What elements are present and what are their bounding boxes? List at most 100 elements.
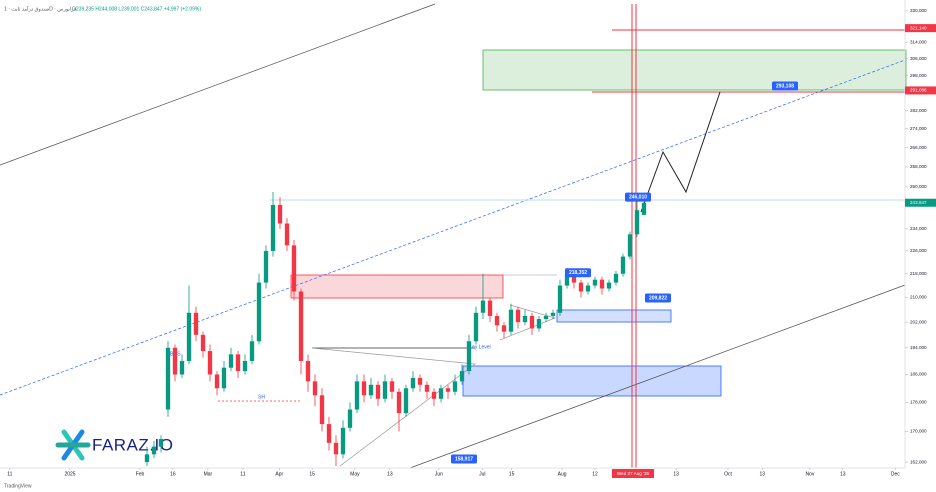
x-tick-label: Feb: [136, 471, 145, 477]
candle: [207, 344, 213, 382]
candle: [249, 334, 255, 365]
candle-body: [256, 282, 262, 342]
price-callout: [451, 454, 477, 464]
candle-body: [228, 354, 234, 368]
candle: [347, 402, 353, 432]
candle-body: [571, 273, 577, 283]
x-tick-label: May: [350, 471, 360, 477]
candle-body: [627, 234, 633, 257]
target-zone: [482, 49, 907, 91]
candle: [389, 377, 395, 399]
candle: [585, 282, 591, 295]
x-tick-label: 15: [309, 471, 315, 477]
y-tick-label: 178,000: [910, 400, 927, 405]
price-callout: [772, 81, 798, 91]
candle-body: [529, 315, 535, 329]
credit: TradingView: [4, 483, 32, 489]
y-tick-label: 250,000: [910, 184, 927, 189]
candle: [333, 435, 339, 467]
candle: [529, 312, 535, 335]
candle-body: [641, 202, 647, 215]
candle: [634, 197, 640, 238]
candle-body: [634, 210, 640, 235]
candle: [417, 374, 423, 392]
candle: [165, 341, 171, 417]
candle-body: [403, 388, 409, 414]
x-tick-label: Aug: [558, 471, 567, 477]
candle-body: [151, 446, 157, 455]
candle: [515, 306, 521, 329]
candle-body: [193, 312, 199, 335]
candle: [494, 312, 500, 332]
candle: [382, 374, 388, 403]
symbol: صندوق درآمد ثابت · 1D · فرابورس: [4, 5, 77, 12]
candle: [641, 202, 647, 216]
ohlc-info: O239,235 H244,008 L239,001 C243,847 +4,9…: [72, 6, 201, 12]
y-tick-label: 234,000: [910, 226, 927, 231]
triangle: [499, 304, 557, 341]
y-tick-label: 306,000: [910, 56, 927, 61]
y-tick-label: 186,000: [910, 372, 927, 377]
y-tick-label: 298,000: [910, 73, 927, 78]
candle-body: [487, 300, 493, 316]
dotted-trend-line: [0, 59, 906, 396]
projection-path: [640, 91, 721, 213]
x-tick-label: Dec: [891, 471, 900, 477]
y-tick-label: 274,000: [910, 126, 927, 131]
candle-body: [291, 245, 297, 292]
candle-body: [207, 351, 213, 375]
candle-body: [466, 341, 472, 372]
demand-zone: [462, 365, 722, 397]
candle-body: [277, 204, 283, 224]
candle-body: [242, 360, 248, 372]
candle-body: [179, 360, 185, 375]
candle: [487, 297, 493, 323]
candle-body: [326, 424, 332, 443]
price-callout-text: 218,352: [569, 270, 587, 276]
price-axis-label-text: 291,086: [910, 88, 927, 93]
candle-body: [389, 381, 395, 392]
x-tick-label: Oct: [724, 471, 732, 477]
demand-zone: [556, 309, 672, 323]
candle-body: [354, 381, 360, 410]
candle: [200, 331, 206, 358]
y-tick-label: 330,000: [910, 8, 927, 13]
candle: [291, 239, 297, 301]
candle: [242, 354, 248, 375]
candle-body: [515, 309, 521, 323]
candle: [319, 388, 325, 432]
candle-body: [214, 374, 220, 389]
candle: [214, 371, 220, 396]
price-callout-text: 209,822: [649, 295, 667, 301]
candle-body: [298, 291, 304, 361]
y-tick-label: 258,000: [910, 164, 927, 169]
y-tick-label: 226,000: [910, 248, 927, 253]
candle: [375, 381, 381, 406]
candle: [277, 197, 283, 229]
candle-body: [592, 279, 598, 286]
candle-body: [165, 347, 171, 410]
candle-body: [312, 381, 318, 396]
candle: [312, 374, 318, 406]
supply-zone: [290, 274, 504, 299]
candle-body: [144, 454, 150, 463]
candle: [599, 276, 605, 295]
candle-body: [564, 273, 570, 286]
candle-body: [235, 354, 241, 372]
candle-body: [557, 285, 563, 313]
candle-body: [319, 395, 325, 425]
y-tick-label: 218,000: [910, 271, 927, 276]
x-tick-label: 2025: [64, 471, 75, 477]
candle-body: [263, 250, 269, 283]
y-tick-label: 266,000: [910, 145, 927, 150]
y-tick-label: 194,000: [910, 345, 927, 350]
candle-body: [382, 381, 388, 399]
x-tick-label: 15: [509, 471, 515, 477]
candle-body: [613, 273, 619, 283]
candle-body: [480, 300, 486, 313]
candle: [298, 288, 304, 375]
crosshair-date-box: [612, 469, 654, 478]
candle-body: [305, 360, 311, 382]
price-callout-text: 246,010: [629, 194, 647, 200]
candle: [235, 351, 241, 378]
